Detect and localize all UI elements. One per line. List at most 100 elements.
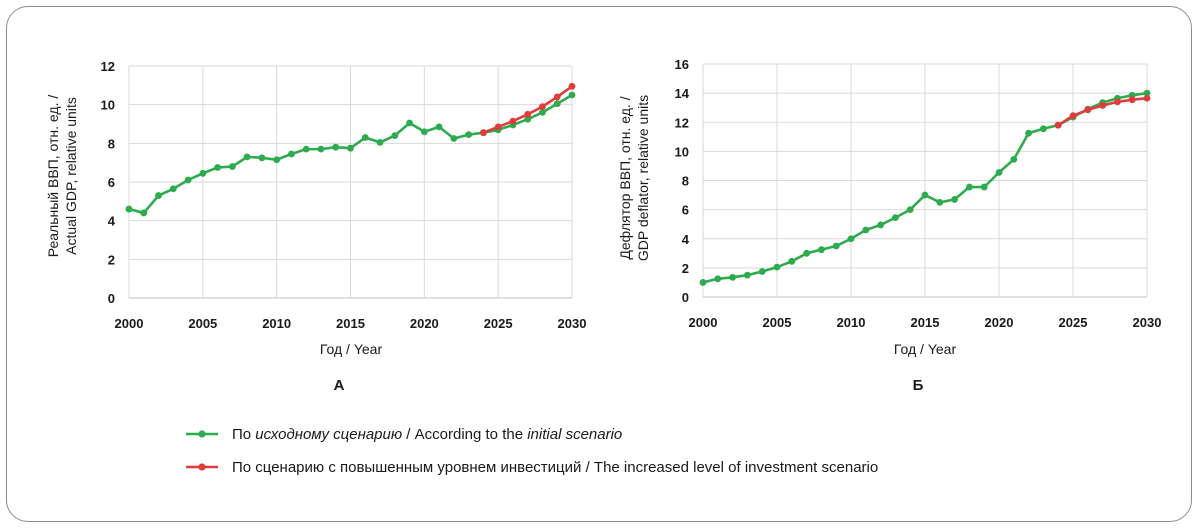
chart-a-series-invest-point — [494, 123, 502, 131]
legend-swatch-initial-marker — [198, 430, 206, 438]
chart-b-y-tick-label: 6 — [682, 203, 689, 218]
chart-a-y-tick-label: 4 — [108, 214, 116, 229]
chart-b-y-tick-label: 16 — [675, 57, 689, 72]
chart-b-x-tick-label: 2005 — [763, 315, 792, 330]
chart-b-panel-label: Б — [913, 377, 924, 394]
chart-b-x-ticks: 2000 2005 2010 2015 2020 2025 2030 — [689, 315, 1162, 330]
chart-b-y-tick-label: 10 — [675, 144, 689, 159]
chart-b-x-tick-label: 2020 — [985, 315, 1014, 330]
chart-a-series-initial-point — [465, 131, 473, 139]
chart-a-series-invest-point — [539, 103, 546, 110]
chart-a-y-tick-label: 2 — [108, 252, 115, 267]
legend-label-initial-middle: / According to the — [402, 426, 527, 443]
chart-b-series-initial-point — [729, 273, 736, 281]
chart-b-series-initial-point — [699, 279, 707, 286]
chart-a-y-tick-label: 12 — [101, 59, 115, 74]
chart-a-x-tick-label: 2020 — [410, 316, 439, 331]
chart-a-series-initial-point — [273, 156, 281, 164]
chart-a-series-initial-point — [435, 123, 443, 131]
chart-a-x-tick-label: 2005 — [188, 316, 217, 331]
chart-b-series-initial-point — [921, 191, 929, 199]
chart-a-series-initial-point — [406, 119, 413, 127]
chart-b-series-initial-point — [877, 221, 884, 229]
legend: По исходному сценарию / According to the… — [186, 426, 878, 476]
chart-a-y-tick-label: 10 — [101, 98, 115, 113]
chart-b-series-initial-point — [788, 257, 796, 265]
chart-a-series-initial-point — [125, 205, 133, 213]
chart-a-panel-label: А — [334, 377, 345, 394]
legend-label-initial-italic-en: initial scenario — [527, 426, 622, 443]
chart-a-series-initial-point — [199, 169, 207, 177]
chart-a-series-initial-point — [140, 209, 148, 217]
chart-b-y-tick-label: 2 — [682, 261, 689, 276]
chart-a-grid — [128, 65, 573, 299]
chart-b-series-invest-point — [1069, 112, 1077, 120]
chart-b-x-tick-label: 2015 — [911, 315, 940, 330]
legend-item-initial: По исходному сценарию / According to the… — [186, 426, 622, 443]
chart-a-series-initial-point — [553, 100, 561, 108]
chart-b-series-initial-point — [758, 268, 766, 275]
chart-a-series-initial-point — [155, 192, 162, 199]
chart-b-series-invest-point — [1084, 106, 1092, 114]
chart-b-series-initial-point — [966, 183, 973, 191]
chart-b-series-initial-point — [773, 263, 781, 271]
chart-a-y-tick-label: 0 — [108, 291, 115, 306]
legend-swatch-invest-marker — [198, 463, 206, 471]
chart-b-series-initial-point — [818, 246, 825, 254]
chart-a-series-initial-point — [524, 115, 532, 123]
chart-b-y-tick-label: 0 — [682, 290, 689, 305]
chart-a-series-initial-point — [450, 135, 458, 142]
chart-a-series-initial-point — [302, 145, 310, 153]
chart-a-series-invest-point — [568, 82, 576, 90]
chart-a-series-initial-point — [568, 91, 576, 99]
chart-b-x-tick-label: 2010 — [837, 315, 866, 330]
chart-a-x-tick-label: 2010 — [262, 316, 291, 331]
chart-b-series-initial-point — [1010, 155, 1018, 163]
chart-a-series-invest-point — [524, 110, 532, 118]
chart-b-series-initial-point — [847, 235, 855, 243]
chart-b-series-initial-point — [995, 169, 1003, 176]
chart-a-x-tick-label: 2000 — [115, 316, 144, 331]
chart-a-series-initial-point — [288, 150, 295, 158]
chart-a-series-initial-point — [391, 132, 399, 140]
chart-b-series-initial-point — [714, 275, 722, 283]
chart-b-series-initial-point — [892, 214, 899, 222]
chart-b-x-tick-label: 2025 — [1059, 315, 1088, 330]
chart-a-series-invest-point — [509, 117, 517, 125]
chart-a-series — [125, 82, 576, 217]
chart-a: 2000 2005 2010 2015 2020 2025 2030 0 2 4 6 8 10 12 Г… — [45, 59, 586, 394]
chart-b-y-tick-label: 14 — [675, 86, 690, 101]
chart-a-series-initial-point — [332, 143, 340, 151]
chart-a-series-initial-point — [347, 144, 354, 152]
chart-b-series-invest-point — [1054, 121, 1062, 129]
chart-a-series-initial-point — [214, 164, 222, 171]
chart-a-y-axis-title-line2: Actual GDP, relative units — [63, 97, 79, 255]
chart-a-series-initial-point — [539, 109, 546, 116]
chart-a-x-tick-label: 2030 — [558, 316, 587, 331]
legend-label-invest: По сценарию с повышенным уровнем инвести… — [232, 459, 878, 476]
chart-a-series-initial-point — [420, 128, 428, 136]
chart-a-y-tick-label: 6 — [108, 175, 115, 190]
chart-b-series-initial-point — [906, 206, 914, 214]
chart-b-series-initial-point — [951, 196, 958, 203]
chart-a-series-initial-point — [228, 163, 236, 170]
chart-a-x-tick-label: 2015 — [336, 316, 365, 331]
chart-b-x-tick-label: 2000 — [689, 315, 718, 330]
chart-b-series-initial-point — [1040, 125, 1047, 133]
chart-b-series-initial-point — [936, 198, 944, 206]
chart-b-series-invest-point — [1099, 102, 1106, 109]
chart-a-y-ticks: 0 2 4 6 8 10 12 — [101, 59, 116, 306]
chart-b-series-initial-point — [1143, 89, 1151, 97]
chart-b-series-initial-point — [803, 249, 810, 257]
chart-b-series-initial-point — [1025, 129, 1032, 137]
chart-b-series-initial-point — [980, 183, 988, 191]
chart-b-series — [699, 89, 1151, 286]
legend-label-initial-italic-ru: исходному сценарию — [255, 426, 402, 443]
chart-a-y-tick-label: 8 — [108, 136, 115, 151]
chart-a-y-axis-title-line1: Реальный ВВП, отн. ед. / — [45, 95, 61, 258]
chart-b-y-ticks: 0 2 4 6 8 10 12 14 16 — [675, 57, 690, 305]
chart-b-grid — [702, 63, 1148, 298]
chart-a-x-axis-title: Год / Year — [320, 341, 383, 357]
chart-a-series-initial-point — [184, 176, 192, 184]
